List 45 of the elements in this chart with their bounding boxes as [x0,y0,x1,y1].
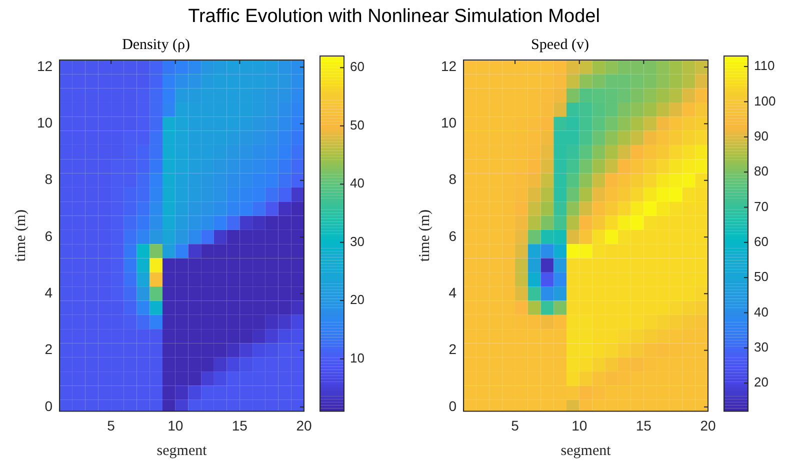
color-bar-label: 80 [754,164,768,179]
color-bar-label: 30 [754,339,768,354]
color-bar-label: 50 [754,269,768,284]
y-tick-label: 4 [448,284,457,301]
y-tick-label: 8 [44,171,53,188]
color-bar-label: 90 [754,128,768,144]
x-tick-label: 20 [700,417,716,434]
x-tick-label: 5 [107,417,116,434]
y-axis-title: time (m) [12,210,29,262]
color-bar-label: 40 [754,304,768,320]
color-bar-label: 60 [350,59,364,74]
x-axis-title: segment [156,442,208,459]
color-bar-label: 70 [754,198,768,214]
chart-title: Speed (v) [531,36,589,53]
x-tick-label: 10 [572,417,588,434]
x-tick-label: 5 [511,417,520,434]
y-tick-label: 12 [440,58,457,74]
color-bar-label: 60 [754,234,768,249]
y-tick-label: 6 [44,228,53,244]
x-tick-label: 20 [296,417,312,434]
x-tick-label: 15 [636,417,652,434]
x-tick-label: 15 [232,417,248,434]
text: Traffic Evolution with Nonlinear Simulation Model [187,6,601,28]
color-bar-label: 10 [350,350,364,366]
y-tick-label: 6 [448,228,457,244]
color-bar-label: 100 [754,93,776,108]
y-tick-label: 2 [448,341,457,358]
y-tick-label: 0 [448,398,457,414]
color-bar-label: 50 [350,117,364,132]
chart-title: Density (ρ) [122,36,190,53]
color-bar-label: 40 [350,176,364,191]
color-bar-label: 20 [350,292,364,308]
y-tick-label: 2 [44,341,53,358]
y-tick-label: 4 [44,284,53,301]
y-tick-label: 8 [448,171,457,188]
y-tick-label: 10 [36,114,53,131]
y-tick-label: 0 [44,398,53,414]
color-bar-label: 110 [754,58,775,74]
x-tick-label: 10 [168,417,184,434]
color-bar-label: 30 [350,234,364,249]
y-tick-label: 12 [36,58,53,74]
color-bar-label: 20 [754,374,768,390]
y-tick-label: 10 [440,114,457,131]
y-axis-title: time (m) [416,210,433,262]
x-axis-title: segment [560,442,612,459]
